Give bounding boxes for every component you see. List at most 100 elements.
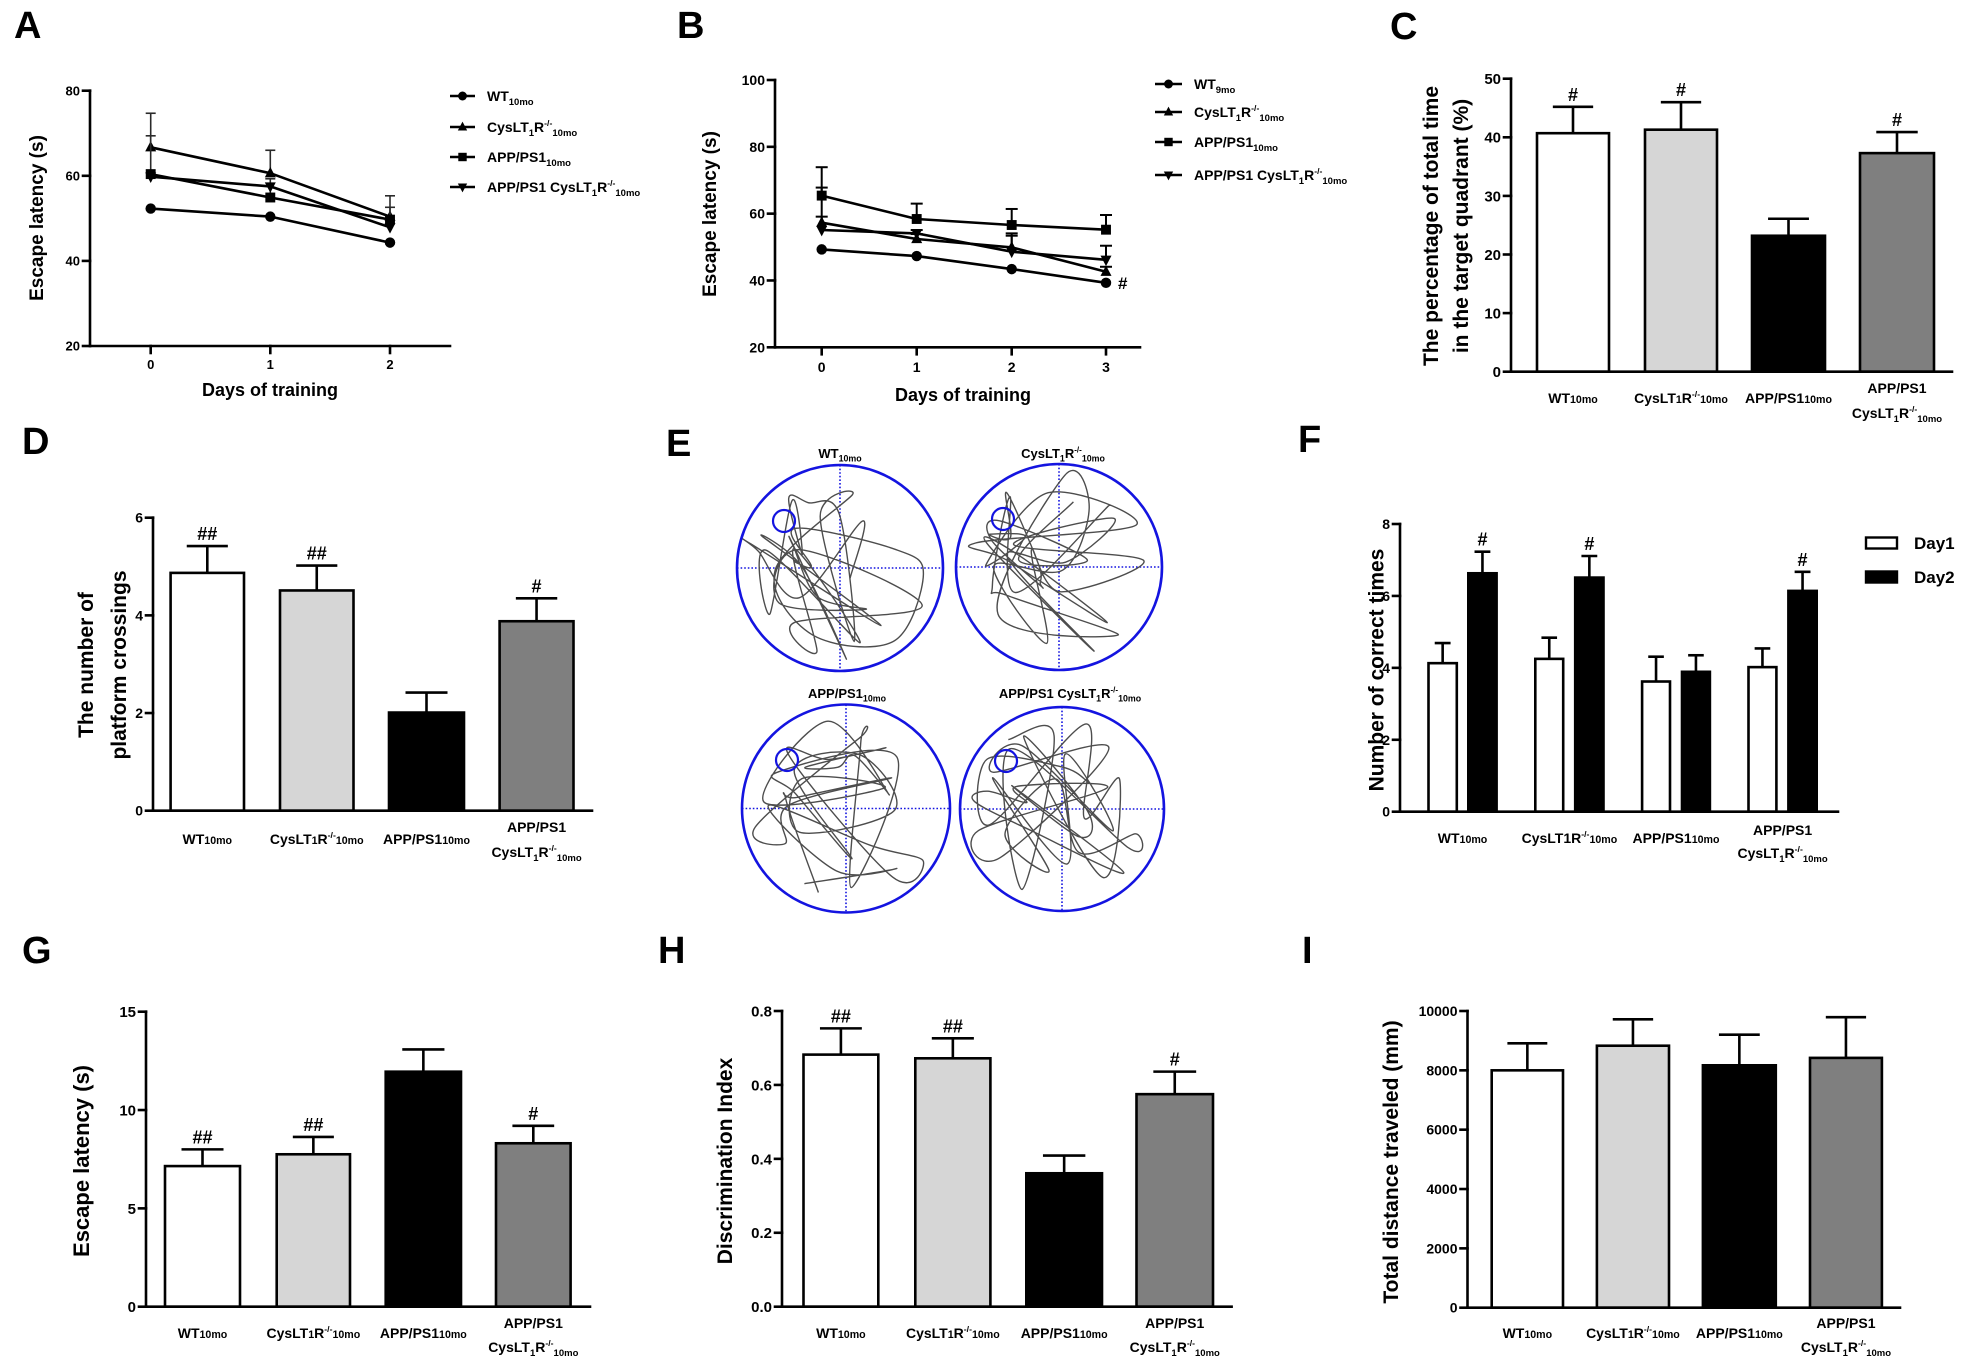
- data-series: [145, 172, 396, 234]
- legend-item: Day1: [1864, 534, 1955, 553]
- label-segment: -/-: [549, 843, 557, 853]
- legend-label-line: WT10mo: [487, 88, 534, 108]
- category-label: APP/PS110mo: [1696, 1325, 1783, 1341]
- y-tick-label: 4: [1382, 660, 1390, 676]
- trajectory-title-line: CysLT1R-/-10mo: [1021, 446, 1105, 464]
- label-segment: -/-: [1251, 103, 1259, 113]
- panel-label-c: C: [1390, 6, 1417, 48]
- label-segment: APP/PS1: [1021, 1325, 1080, 1341]
- y-axis-title: Discrimination Index: [714, 1057, 737, 1264]
- x-tick-label: 2: [1008, 359, 1016, 375]
- label-segment: CysLT: [1130, 1339, 1172, 1355]
- label-segment: 10mo: [615, 188, 640, 199]
- trajectory-plot: CysLT1R-/-10mo: [954, 446, 1164, 672]
- bar-group: APP/PS110mo: [383, 691, 470, 847]
- label-segment: 10mo: [546, 158, 571, 169]
- data-point: [1006, 263, 1017, 275]
- significance-marker: ##: [303, 1115, 323, 1135]
- legend-item: WT10mo: [450, 88, 534, 108]
- y-tick-label: 15: [119, 1004, 136, 1021]
- category-label: WT10mo: [1438, 830, 1488, 846]
- category-label: WT10mo: [1503, 1325, 1553, 1341]
- label-segment: APP/PS1: [380, 1325, 439, 1341]
- legend-marker: [458, 152, 467, 162]
- bar: [1701, 1063, 1778, 1310]
- label-segment: 10mo: [439, 1329, 467, 1341]
- label-segment: CysLT1R: [1522, 830, 1582, 846]
- y-tick-label: 8: [1382, 516, 1390, 532]
- category-label: APP/PS110mo: [383, 831, 470, 847]
- label-segment: 1: [948, 1329, 954, 1341]
- label-segment: 10mo: [863, 694, 887, 704]
- bar: [169, 571, 246, 812]
- label-segment: -/-: [1110, 686, 1118, 695]
- legend-item: APP/PS1 CysLT1R-/-10mo: [450, 178, 640, 199]
- significance-marker: ##: [831, 1006, 851, 1026]
- label-segment: 10mo: [1692, 834, 1720, 846]
- data-point: [384, 223, 396, 234]
- label-segment: R: [538, 844, 548, 860]
- label-segment: -/-: [1692, 389, 1700, 399]
- significance-marker: ##: [307, 544, 327, 564]
- label-segment: 1: [312, 835, 318, 847]
- category-label-line: APP/PS110mo: [1745, 390, 1832, 406]
- legend-label-line: WT9mo: [1194, 76, 1236, 96]
- x-tick-label: 1: [913, 359, 921, 375]
- category-label: CysLT1R-/-10mo: [266, 1324, 360, 1341]
- bar-group: ## CysLT1R-/-10mo: [906, 1016, 1000, 1341]
- y-tick-label: 10000: [1419, 1003, 1458, 1019]
- significance-marker: #: [1568, 85, 1578, 105]
- y-axis-title: Escape latency (s): [69, 1065, 94, 1257]
- category-label-line: APP/PS1: [507, 819, 566, 835]
- y-tick-label: 20: [1484, 247, 1501, 264]
- data-point: [1006, 247, 1018, 259]
- category-label-line: CysLT1R-/-10mo: [1586, 1324, 1680, 1341]
- panel-i-bar-chart: WT10mo CysLT1R-/-10mo APP/PS110mo APP/PS1Cy…: [1380, 1003, 1902, 1359]
- category-label-line: APP/PS110mo: [1633, 830, 1720, 846]
- pool-outline: [954, 462, 1164, 672]
- category-label-line: APP/PS110mo: [1696, 1325, 1783, 1341]
- category-label-line: APP/PS110mo: [380, 1325, 467, 1341]
- label-segment: 1: [1628, 1329, 1634, 1341]
- legend-marker: [1164, 137, 1173, 147]
- y-tick-label: 6000: [1426, 1122, 1457, 1138]
- significance-marker: #: [1892, 110, 1902, 130]
- label-segment: R: [1682, 390, 1692, 406]
- bar: [1534, 657, 1565, 813]
- data-series: [815, 215, 1112, 267]
- data-point: [1006, 220, 1017, 230]
- panel-a-line-chart: 20 40 60 80 Escape latency (s) 0 1 2 Days of tra…: [27, 83, 640, 400]
- category-label-line: CysLT1R-/-10mo: [1522, 829, 1618, 846]
- category-label: WT10mo: [183, 831, 233, 847]
- label-segment: CysLT: [1737, 845, 1779, 861]
- y-tick-label: 10: [119, 1102, 136, 1119]
- panel-c-bar-chart: #WT10mo#CysLT1R-/-10mo APP/PS110mo#APP/PS…: [1420, 71, 1954, 425]
- label-segment: 10mo: [1082, 454, 1106, 464]
- y-axis-title: Total distance traveled (mm): [1380, 1020, 1403, 1303]
- label-segment: APP/PS1: [507, 819, 566, 835]
- panel-d-bar-chart: ##WT10mo##CysLT1R-/-10mo APP/PS110mo#APP/…: [75, 510, 594, 864]
- y-tick-label: 10: [1484, 306, 1501, 323]
- y-tick-label: 2000: [1426, 1240, 1457, 1256]
- y-tick-label: 4: [135, 607, 143, 623]
- legend-marker: [1164, 79, 1173, 89]
- label-segment: 1: [1096, 694, 1101, 704]
- label-segment: APP/PS1: [1145, 1315, 1204, 1331]
- legend-label: Day1: [1914, 534, 1955, 553]
- label-segment: 10mo: [1917, 414, 1942, 425]
- legend-label-line: APP/PS1 CysLT1R-/-10mo: [1194, 166, 1347, 187]
- y-tick-label: 6: [135, 510, 143, 526]
- label-segment: 10mo: [1803, 854, 1828, 865]
- category-label: WT10mo: [816, 1325, 866, 1341]
- label-segment: -/-: [1314, 166, 1322, 176]
- legend-label-line: CysLT1R-/-10mo: [1194, 103, 1284, 124]
- bar-group: APP/PS1 CysLT1R-/-10mo: [1801, 1015, 1891, 1359]
- label-segment: WT: [1194, 76, 1216, 92]
- label-segment: WT: [818, 446, 838, 461]
- legend-label: APP/PS110mo: [1194, 134, 1278, 154]
- label-segment: APP/PS1: [1867, 380, 1926, 396]
- category-label-line: WT10mo: [183, 831, 233, 847]
- label-segment: 1: [529, 128, 535, 139]
- label-segment: 10mo: [839, 454, 863, 464]
